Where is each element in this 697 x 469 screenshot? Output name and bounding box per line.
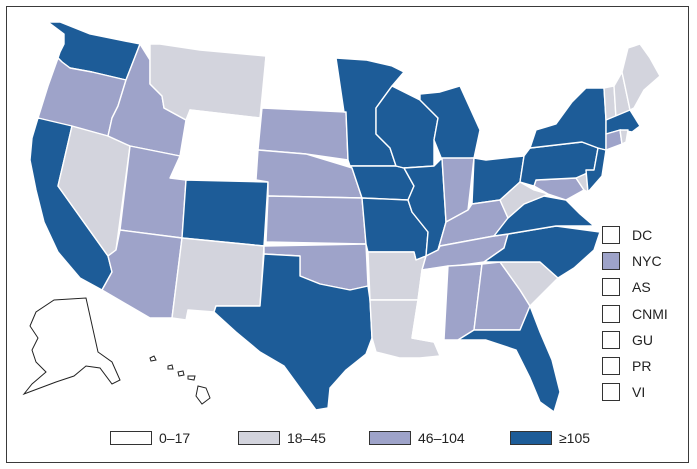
state-wy xyxy=(179,109,261,181)
state-hi xyxy=(195,385,211,405)
state-fl xyxy=(457,305,561,413)
territory-swatch xyxy=(602,383,620,402)
legend-swatch xyxy=(510,431,552,445)
state-nd xyxy=(261,55,345,113)
state-ny xyxy=(529,87,607,151)
territory-swatch xyxy=(602,330,620,349)
legend-item: 18–45 xyxy=(238,429,326,447)
state-mi xyxy=(419,85,481,161)
territory-row: AS xyxy=(602,274,682,300)
state-mt xyxy=(149,43,267,121)
alaska-inset xyxy=(22,297,121,396)
state-ri xyxy=(619,129,629,145)
territory-row: DC xyxy=(602,222,682,248)
state-tx xyxy=(213,253,373,411)
state-ut xyxy=(119,145,187,239)
territory-label: GU xyxy=(632,331,653,348)
state-co xyxy=(181,179,269,247)
state-ct xyxy=(605,129,623,151)
state-ks xyxy=(265,195,367,245)
legend-label: 46–104 xyxy=(418,430,465,446)
territory-label: VI xyxy=(632,384,646,401)
territory-label: AS xyxy=(632,279,651,296)
state-sd xyxy=(257,107,349,161)
color-legend: 0–17 18–45 46–104 ≥105 xyxy=(110,429,630,447)
territory-row: CNMI xyxy=(602,301,682,327)
territory-label: PR xyxy=(632,358,652,375)
territory-swatch xyxy=(602,252,620,271)
state-ak xyxy=(22,297,121,396)
territory-row: VI xyxy=(602,379,682,405)
legend-item: 0–17 xyxy=(110,429,190,447)
legend-swatch xyxy=(110,431,152,445)
legend-item: 46–104 xyxy=(369,429,465,447)
territory-label: CNMI xyxy=(632,305,668,322)
legend-label: ≥105 xyxy=(559,430,591,446)
hawaii-inset xyxy=(149,355,211,405)
territory-swatch xyxy=(602,304,620,323)
legend-swatch xyxy=(369,431,411,445)
territory-label: DC xyxy=(632,227,653,244)
territory-swatch xyxy=(602,278,620,297)
state-ar xyxy=(367,251,427,301)
territory-row: GU xyxy=(602,327,682,353)
state-me xyxy=(621,43,661,111)
territory-label: NYC xyxy=(632,253,662,270)
legend-label: 0–17 xyxy=(159,430,191,446)
territory-swatch xyxy=(602,226,620,245)
territory-swatch xyxy=(602,357,620,376)
legend-label: 18–45 xyxy=(287,430,326,446)
territory-row: NYC xyxy=(602,248,682,274)
legend-swatch xyxy=(238,431,280,445)
legend-item: ≥105 xyxy=(510,429,590,447)
state-nc xyxy=(483,225,601,279)
territory-row: PR xyxy=(602,353,682,379)
territory-legend: DC NYC AS CNMI GU PR VI xyxy=(602,222,682,405)
